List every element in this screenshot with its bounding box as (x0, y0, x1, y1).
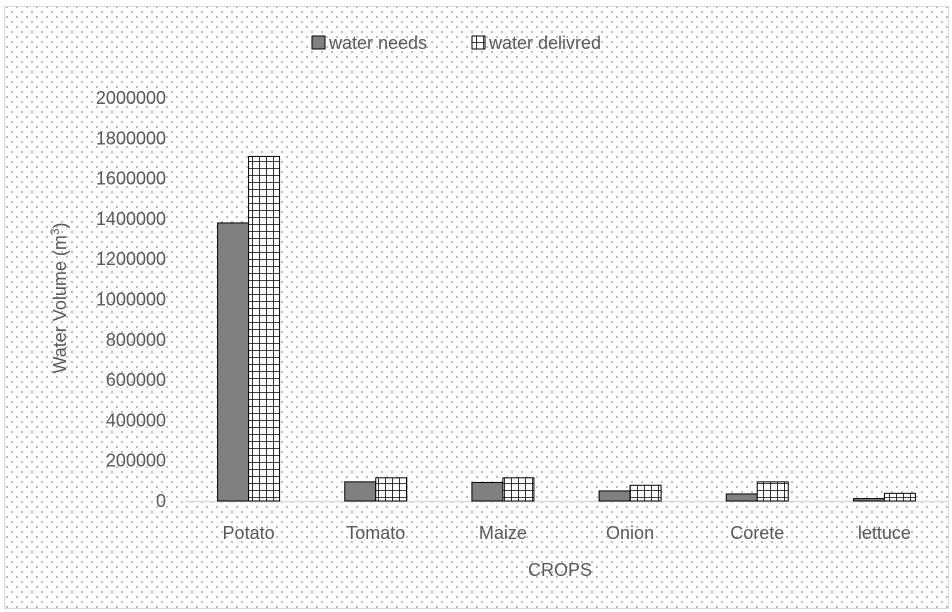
y-tick-label: 800000 (106, 330, 166, 350)
y-tick-label: 1800000 (96, 128, 166, 148)
y-tick-label: 1600000 (96, 169, 166, 189)
bar-water-needs-potato (217, 222, 250, 502)
bar-water-needs-lettuce (852, 498, 885, 502)
x-tick-label: Potato (223, 523, 275, 543)
bar-water-needs-onion (598, 490, 631, 502)
bar-water-needs-maize (471, 481, 504, 502)
x-axis-title: CROPS (528, 560, 592, 580)
y-tick-label: 2000000 (96, 88, 166, 108)
y-axis-title-main: Water Volume (m (50, 235, 70, 373)
y-tick-label: 1000000 (96, 290, 166, 310)
y-axis-title-close: ) (50, 222, 70, 228)
x-tick-label: Onion (606, 523, 654, 543)
legend-swatch-water-delivered (471, 35, 486, 50)
bar-water-needs-tomato (344, 481, 377, 502)
y-axis: 0 200000 400000 600000 800000 1000000 1200000 1… (96, 88, 166, 511)
bar-water-delivered-corete (756, 481, 789, 502)
legend-swatch-water-needs (311, 35, 326, 50)
x-tick-label: lettuce (858, 523, 911, 543)
y-tick-label: 1200000 (96, 249, 166, 269)
legend: water needs water delivred (311, 33, 601, 53)
bar-water-delivered-maize (502, 477, 535, 502)
legend-label-water-delivered: water delivred (488, 33, 601, 53)
x-tick-label: Tomato (346, 523, 405, 543)
bar-water-needs-corete (725, 493, 758, 502)
x-axis: Potato Tomato Maize Onion Corete lettuce (185, 500, 948, 543)
y-tick-label: 200000 (106, 451, 166, 471)
bar-water-delivered-onion (629, 484, 662, 502)
legend-label-water-needs: water needs (328, 33, 427, 53)
x-tick-label: Corete (730, 523, 784, 543)
bar-water-delivered-potato (248, 155, 281, 502)
y-axis-title-superscript: 3 (48, 228, 62, 235)
x-tick-label: Maize (479, 523, 527, 543)
y-axis-title: Water Volume (m3) (48, 222, 70, 373)
bars (217, 155, 916, 502)
dotted-background (5, 7, 948, 608)
y-tick-label: 400000 (106, 410, 166, 430)
bar-water-delivered-tomato (375, 477, 408, 502)
y-tick-label: 600000 (106, 370, 166, 390)
bar-water-delivered-lettuce (883, 492, 916, 502)
y-tick-label: 1400000 (96, 209, 166, 229)
y-tick-label: 0 (156, 491, 166, 511)
